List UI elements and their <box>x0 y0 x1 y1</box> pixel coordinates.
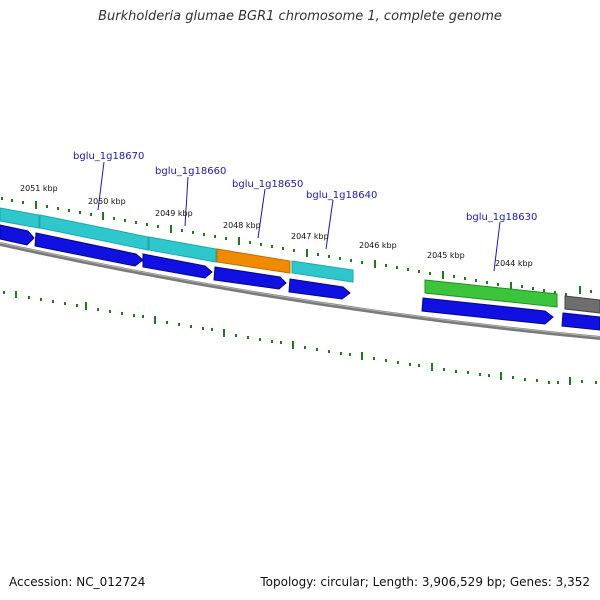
gene-label[interactable]: bglu_1g18630 <box>466 212 537 223</box>
gene-arrow-1[interactable] <box>0 224 35 246</box>
chromosome-backbone <box>0 242 600 340</box>
gene-arrow-4[interactable] <box>213 266 287 290</box>
feature-cyan-2[interactable] <box>39 214 149 251</box>
gene-arrow-7[interactable] <box>561 312 600 331</box>
feature-cyan-1[interactable] <box>0 207 40 229</box>
upper-scale-ticks <box>1 197 592 296</box>
topology-text: Topology: circular; Length: 3,906,529 bp… <box>260 575 590 589</box>
kbp-label: 2051 kbp <box>20 184 58 193</box>
kbp-labels: 2051 kbp 2050 kbp 2049 kbp 2048 kbp 2047… <box>20 184 533 268</box>
kbp-label: 2044 kbp <box>495 259 533 268</box>
gene-arrow-5[interactable] <box>288 278 351 300</box>
gene-label[interactable]: bglu_1g18640 <box>306 190 377 201</box>
gene-arrows <box>0 224 600 331</box>
kbp-label: 2048 kbp <box>223 221 261 230</box>
leader-lines <box>97 161 501 272</box>
feature-gray[interactable] <box>564 295 600 314</box>
gene-label[interactable]: bglu_1g18670 <box>73 151 144 162</box>
feature-orange[interactable] <box>216 248 291 274</box>
kbp-label: 2046 kbp <box>359 241 397 250</box>
feature-green[interactable] <box>424 279 558 308</box>
gene-label[interactable]: bglu_1g18660 <box>155 166 226 177</box>
accession-text: Accession: NC_012724 <box>9 575 146 589</box>
gene-arrow-6[interactable] <box>421 297 554 325</box>
gene-labels: bglu_1g18670 bglu_1g18660 bglu_1g18650 b… <box>73 151 537 223</box>
kbp-label: 2045 kbp <box>427 251 465 260</box>
gene-label[interactable]: bglu_1g18650 <box>232 179 303 190</box>
map-title: Burkholderia glumae BGR1 chromosome 1, c… <box>98 9 502 24</box>
gene-arrow-2[interactable] <box>34 232 144 267</box>
kbp-label: 2050 kbp <box>88 197 126 206</box>
feature-bars <box>0 207 600 314</box>
feature-cyan-4[interactable] <box>291 260 354 283</box>
feature-cyan-3[interactable] <box>148 236 217 263</box>
kbp-label: 2049 kbp <box>155 209 193 218</box>
kbp-label: 2047 kbp <box>291 232 329 241</box>
gene-arrow-3[interactable] <box>142 253 213 279</box>
lower-scale-ticks <box>3 291 597 385</box>
